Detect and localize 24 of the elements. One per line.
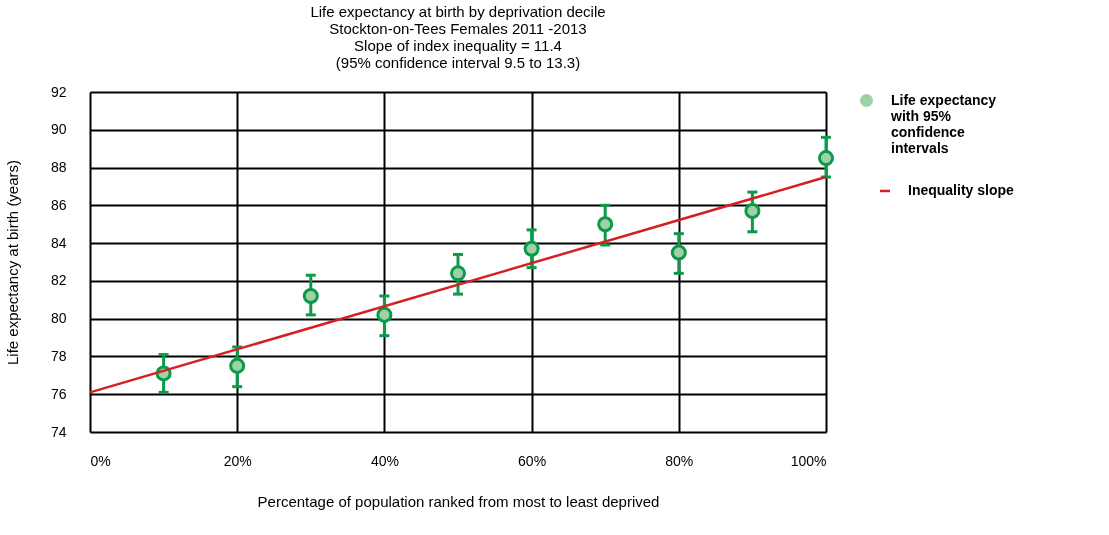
y-tick-label: 76: [50, 385, 67, 402]
x-tick-label: 20%: [223, 452, 252, 469]
y-tick-label: 82: [50, 272, 67, 289]
y-tick-label: 78: [50, 347, 67, 364]
y-tick-label: 84: [50, 234, 67, 251]
y-tick-label: 90: [50, 121, 67, 138]
y-tick-label: 88: [50, 159, 67, 176]
x-axis-title: Percentage of population ranked from most to least deprived: [257, 492, 660, 510]
x-tick-label: 80%: [665, 452, 694, 469]
text: Life expectancy at birth by deprivation decile: [310, 3, 606, 20]
legend-label: Life expectancy with 95% confidence intervals: [890, 91, 997, 156]
legend-label: Inequality slope: [908, 182, 1015, 198]
x-tick-label: 60%: [518, 452, 547, 469]
x-tick-label: 0%: [90, 452, 111, 469]
y-tick-label: 74: [50, 423, 67, 440]
x-tick-label: 40%: [370, 452, 399, 469]
y-tick-label: 86: [50, 196, 67, 213]
x-tick-label: 100%: [790, 452, 827, 469]
y-axis-title: Life expectancy at birth (years): [3, 159, 21, 366]
text: Slope of index inequality = 11.4: [354, 37, 562, 54]
text: (95% confidence interval 9.5 to 13.3): [335, 54, 581, 71]
y-tick-label: 92: [50, 83, 67, 100]
text: Stockton-on-Tees Females 2011 -2013: [329, 20, 587, 37]
y-tick-label: 80: [50, 310, 67, 327]
